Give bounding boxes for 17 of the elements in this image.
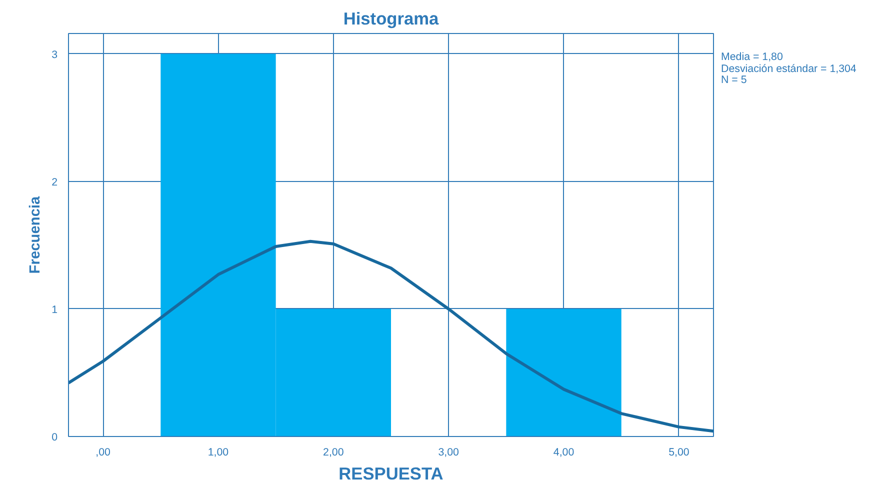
- line-series: [68, 240, 714, 433]
- x-tick-label: 5,00: [668, 446, 690, 458]
- chart-title: Histograma: [343, 8, 440, 28]
- x-tick-label: 4,00: [553, 446, 574, 458]
- y-tick-label: 2: [52, 176, 58, 188]
- y-tick-label: 1: [52, 304, 58, 316]
- y-tick-label: 3: [52, 48, 58, 61]
- x-tick-label: 2,00: [323, 446, 344, 458]
- x-tick-label: 1,00: [208, 446, 229, 458]
- text: N = 5: [721, 74, 747, 86]
- y-axis-title: Frecuencia: [28, 195, 44, 274]
- text: Desviación estándar = 1,304: [721, 62, 856, 75]
- y-tick-label: 0: [52, 432, 58, 444]
- x-tick-label: 3,00: [438, 446, 460, 458]
- x-tick-label: ,00: [96, 446, 111, 458]
- x-axis-title: RESPUESTA: [338, 464, 444, 484]
- text: Media = 1,80: [721, 51, 783, 63]
